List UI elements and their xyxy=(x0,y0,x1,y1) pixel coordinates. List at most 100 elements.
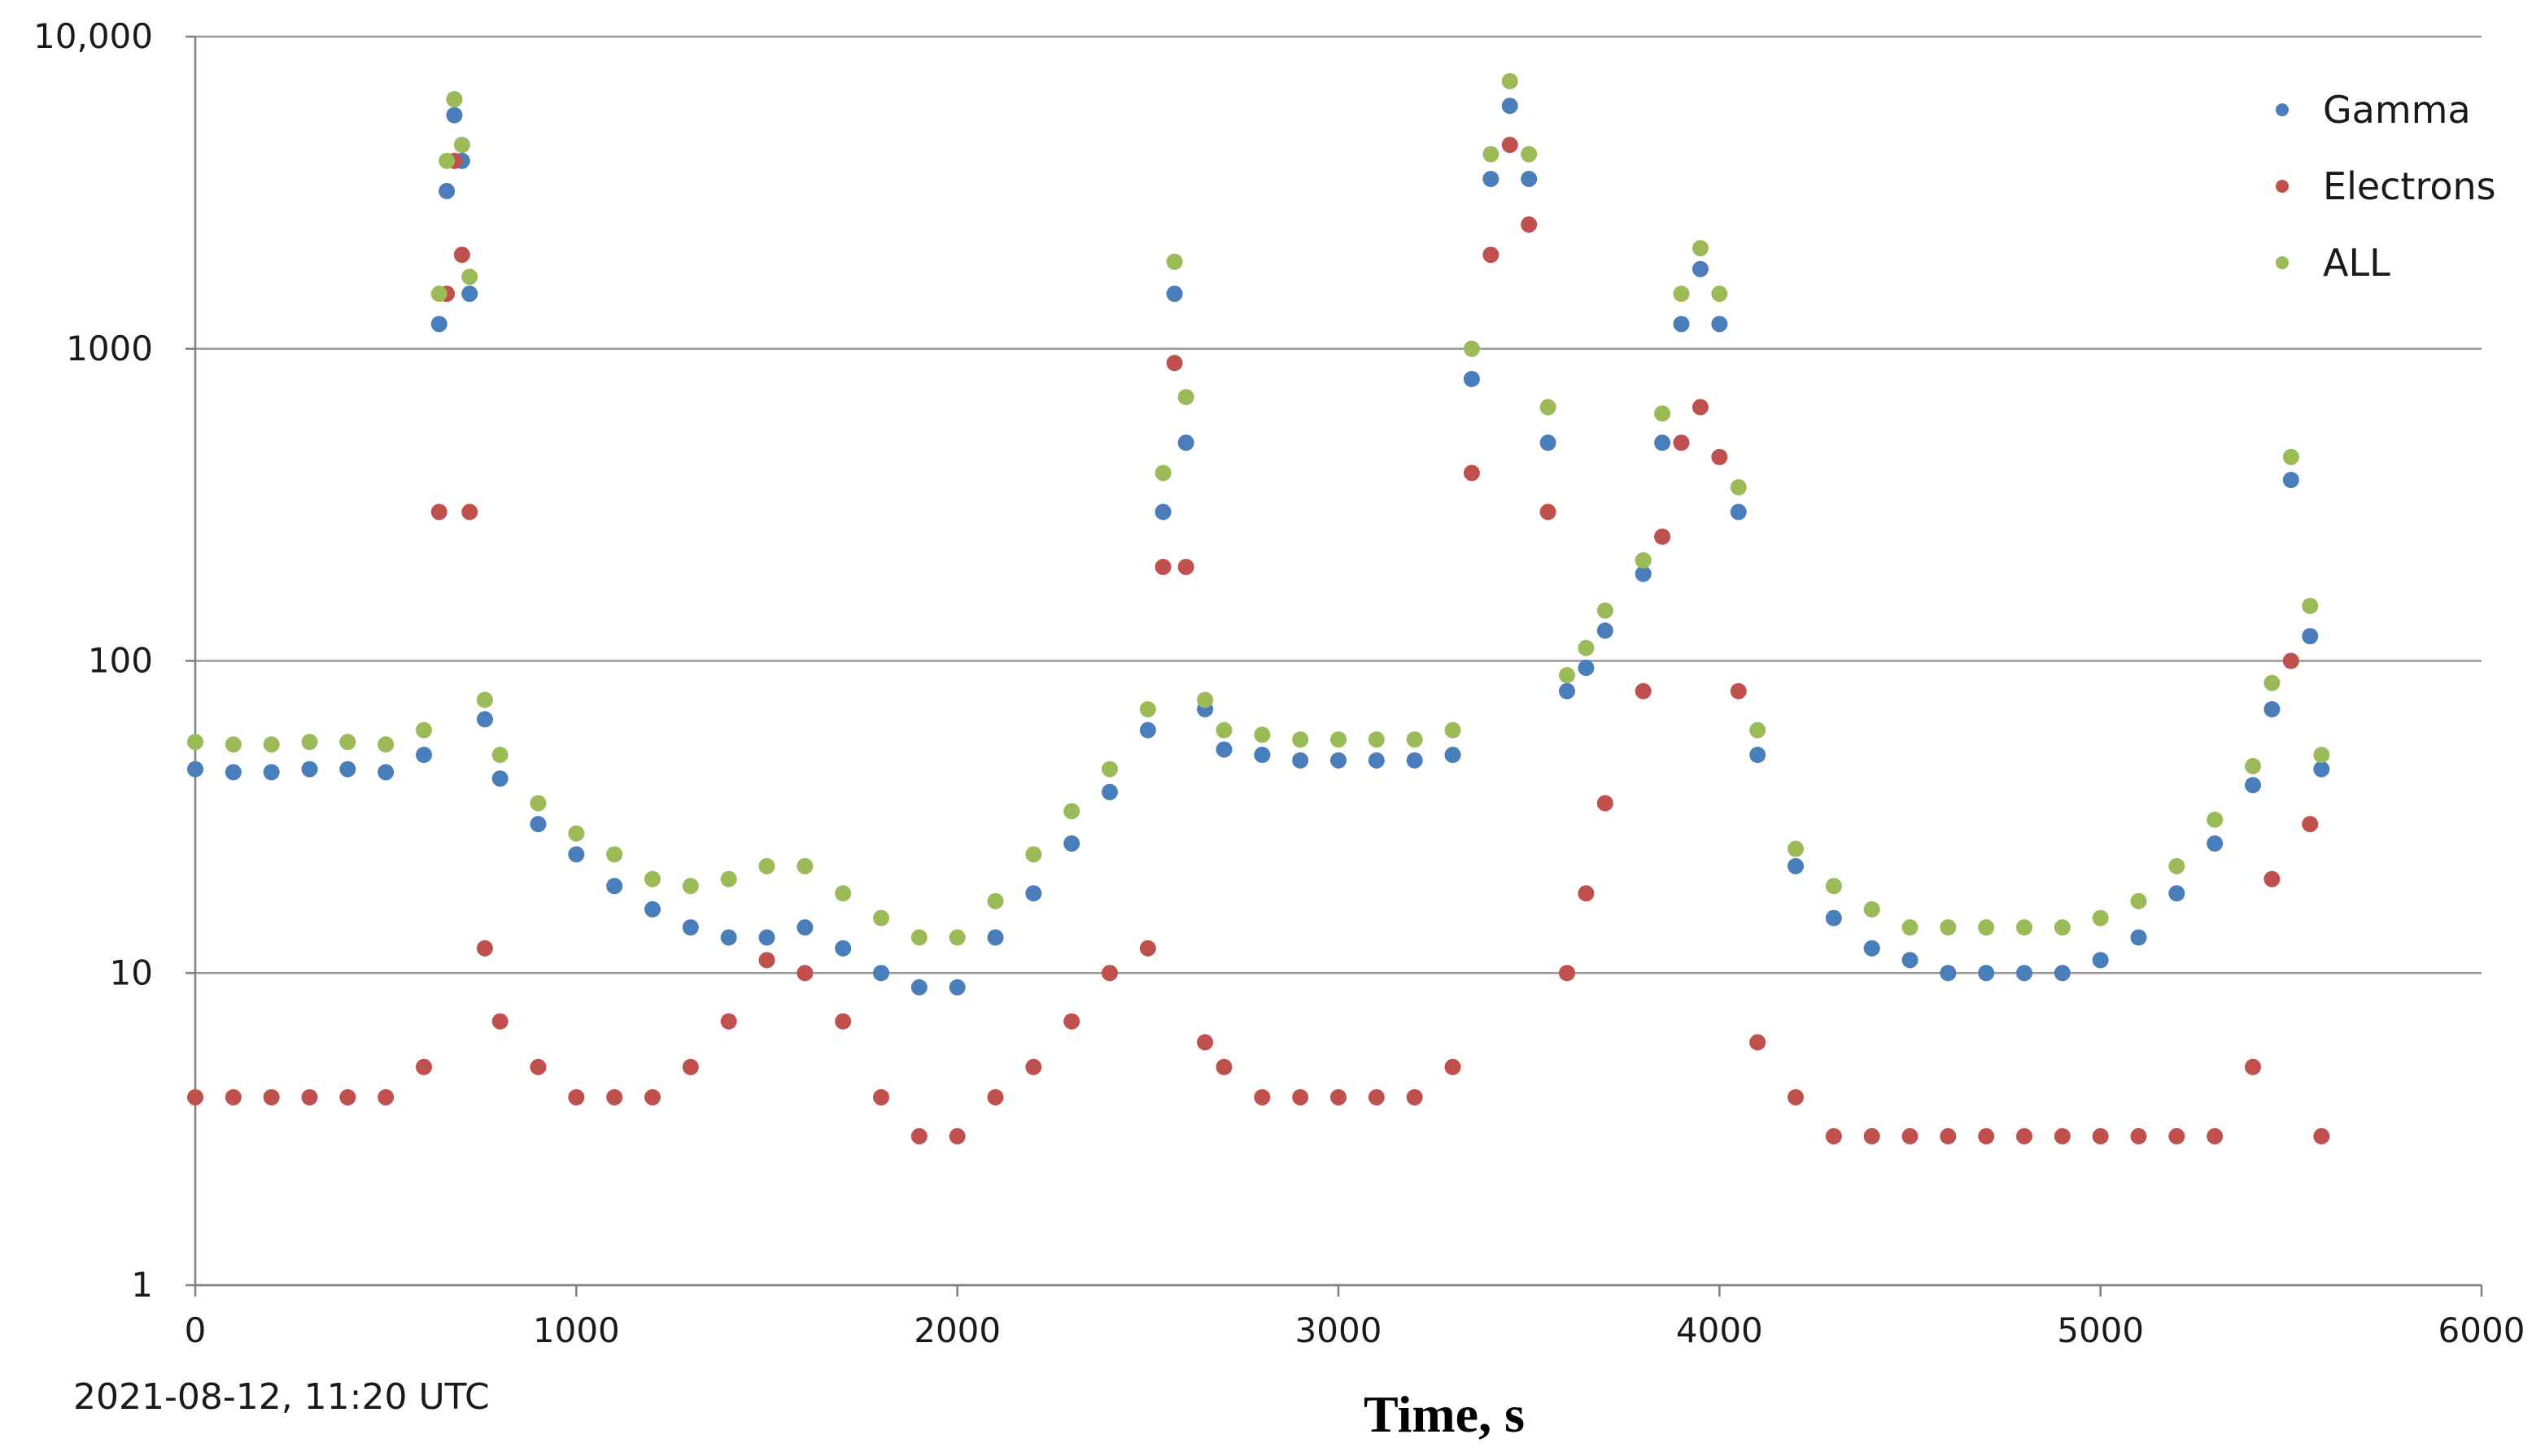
data-point xyxy=(1501,98,1518,115)
data-point xyxy=(461,503,478,521)
data-point xyxy=(187,734,203,751)
data-point xyxy=(987,929,1004,946)
data-point xyxy=(446,107,463,124)
data-point xyxy=(2130,929,2147,946)
timestamp-annotation: 2021-08-12, 11:20 UTC xyxy=(73,1376,490,1418)
data-point xyxy=(682,1058,699,1075)
data-point xyxy=(1978,919,1995,936)
data-point xyxy=(378,1088,395,1105)
data-point xyxy=(1863,900,1880,918)
data-point xyxy=(1155,464,1172,482)
data-point xyxy=(476,711,493,728)
data-point xyxy=(873,1088,889,1105)
data-point xyxy=(2054,919,2071,936)
y-tick-labels: 1 10 100 1000 10,000 xyxy=(33,16,153,1305)
data-point xyxy=(644,900,661,918)
legend-marker xyxy=(2276,180,2289,193)
data-point xyxy=(1825,909,1842,926)
data-point xyxy=(1692,399,1709,416)
x-tick-label: 1000 xyxy=(533,1310,620,1350)
data-point xyxy=(1166,355,1183,372)
data-point xyxy=(1559,667,1575,684)
data-point xyxy=(1063,803,1080,820)
data-point xyxy=(1730,682,1747,700)
data-point xyxy=(1025,885,1042,902)
data-point xyxy=(835,939,852,957)
y-tick-label: 1 xyxy=(131,1265,153,1305)
data-point xyxy=(910,979,928,996)
legend-item-electrons: Electrons xyxy=(2276,164,2496,208)
data-point xyxy=(682,919,699,936)
data-point xyxy=(1940,919,1957,936)
data-point xyxy=(2313,1127,2330,1144)
data-point xyxy=(1521,170,1538,187)
data-point xyxy=(453,137,470,154)
data-point xyxy=(530,795,547,812)
data-point xyxy=(1368,731,1385,748)
data-point xyxy=(835,1013,852,1030)
data-point xyxy=(439,182,456,199)
data-point xyxy=(491,770,509,787)
data-point xyxy=(1139,721,1156,739)
data-point xyxy=(2092,952,2109,969)
data-point xyxy=(339,734,356,751)
data-point xyxy=(1539,434,1556,451)
data-point xyxy=(1155,558,1172,575)
data-point xyxy=(2282,652,2299,669)
data-point xyxy=(910,1127,928,1144)
data-point xyxy=(2207,1127,2224,1144)
series-electrons xyxy=(187,137,2330,1144)
data-point xyxy=(301,1088,318,1105)
legend-marker xyxy=(2276,103,2289,116)
data-point xyxy=(2313,747,2330,764)
data-point xyxy=(430,503,447,521)
data-point xyxy=(797,965,814,982)
data-point xyxy=(2302,628,2319,645)
data-point xyxy=(1482,246,1499,264)
data-point xyxy=(430,286,447,303)
data-point xyxy=(1596,602,1613,619)
data-point xyxy=(1063,835,1080,852)
data-point xyxy=(2168,857,2185,874)
data-point xyxy=(1102,761,1118,778)
data-point xyxy=(301,761,318,778)
data-point xyxy=(1654,405,1671,422)
data-point xyxy=(1673,286,1690,303)
x-tick-label: 5000 xyxy=(2057,1310,2144,1350)
data-point xyxy=(1539,399,1556,416)
data-point xyxy=(1539,503,1556,521)
data-point xyxy=(1177,434,1194,451)
data-point xyxy=(2263,674,2281,691)
data-point xyxy=(2054,1127,2071,1144)
data-point xyxy=(2092,909,2109,926)
data-point xyxy=(1654,434,1671,451)
data-point xyxy=(1673,316,1690,333)
data-point xyxy=(1501,72,1518,89)
data-point xyxy=(1901,919,1919,936)
data-point xyxy=(1463,464,1480,482)
data-point xyxy=(1825,1127,1842,1144)
data-point xyxy=(1177,558,1194,575)
data-point xyxy=(1330,752,1347,769)
data-point xyxy=(1406,731,1423,748)
data-point xyxy=(1578,885,1595,902)
data-point xyxy=(1635,682,1652,700)
data-point xyxy=(1330,1088,1347,1105)
data-point xyxy=(644,1088,661,1105)
data-point xyxy=(1863,1127,1880,1144)
data-point xyxy=(797,857,814,874)
data-point xyxy=(263,736,280,753)
data-point xyxy=(1254,726,1271,743)
legend-item-gamma: Gamma xyxy=(2276,88,2471,132)
data-point xyxy=(1596,795,1613,812)
data-point xyxy=(1102,783,1118,800)
data-point xyxy=(1673,434,1690,451)
data-point xyxy=(1102,965,1118,982)
data-point xyxy=(758,952,775,969)
data-point xyxy=(2282,448,2299,465)
data-point xyxy=(1025,846,1042,863)
data-point xyxy=(720,870,737,887)
data-point xyxy=(476,691,493,708)
data-point xyxy=(1368,752,1385,769)
data-point xyxy=(1444,747,1461,764)
